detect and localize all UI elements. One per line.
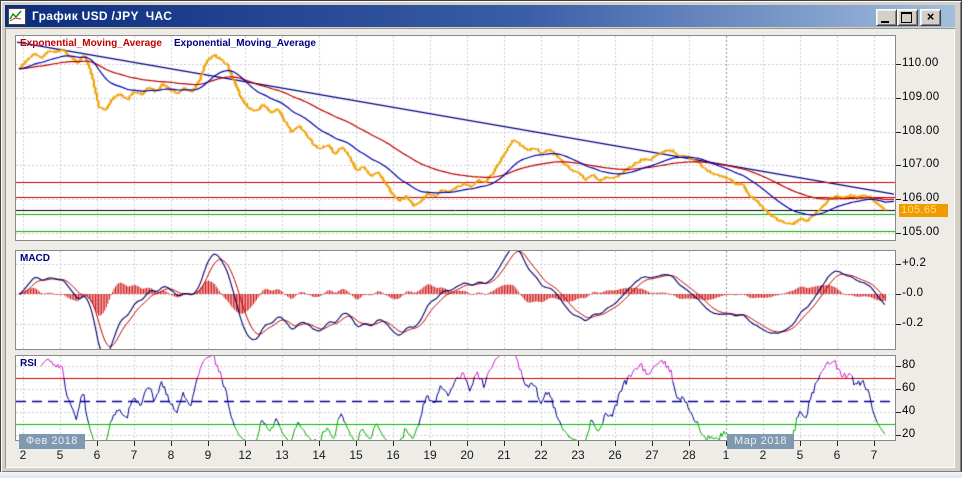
x-axis-label: 12 (238, 448, 252, 462)
x-axis-tick (97, 441, 98, 446)
x-axis-tick (615, 441, 616, 446)
price-chart-panel: Exponential_Moving_Average Exponential_M… (15, 35, 896, 241)
rsi-axis-label: 40 (902, 405, 916, 417)
x-axis-label: 21 (497, 448, 511, 462)
rsi-axis-tick (896, 366, 901, 367)
x-axis-label: 22 (534, 448, 548, 462)
close-icon: × (926, 9, 935, 24)
x-axis-tick (652, 441, 653, 446)
current-price-badge: 105.65 (899, 204, 948, 218)
x-axis-tick (467, 441, 468, 446)
price-axis-label: 106.00 (902, 192, 940, 205)
rsi-axis-tick (896, 435, 901, 436)
chart-icon (8, 7, 26, 25)
price-axis-label: 108.00 (902, 124, 940, 137)
rsi-axis-tick (896, 412, 901, 413)
x-axis-label: 9 (204, 448, 212, 462)
price-axis-label: 105.00 (902, 226, 940, 238)
x-axis-tick (393, 441, 394, 446)
window-below-strip (0, 472, 962, 478)
macd-canvas[interactable] (16, 251, 895, 349)
macd-axis-label: -0.0 (902, 287, 924, 299)
price-axis-label: 110.00 (902, 57, 939, 69)
macd-panel: MACD (15, 250, 896, 350)
close-button[interactable]: × (920, 9, 941, 26)
rsi-axis-label: 80 (902, 359, 916, 371)
x-axis-label: 7 (130, 448, 138, 462)
x-axis-tick (800, 441, 801, 446)
x-axis-tick (208, 441, 209, 446)
rsi-axis-tick (896, 389, 901, 390)
x-axis-tick (837, 441, 838, 446)
x-axis-tick (356, 441, 357, 446)
rsi-panel: RSI (15, 355, 896, 441)
ema-label-blue: Exponential_Moving_Average (174, 38, 316, 49)
rsi-axis-label: 20 (902, 428, 916, 440)
x-axis-tick (134, 441, 135, 446)
x-axis-label: 14 (312, 448, 326, 462)
x-axis-label: 20 (460, 448, 474, 462)
window-title: График USD /JPY ЧАС (32, 9, 173, 23)
x-axis-label: 6 (93, 448, 101, 462)
x-axis-label: 5 (796, 448, 804, 462)
month-label-feb: Фев 2018 (19, 434, 85, 449)
minimize-button[interactable] (876, 9, 897, 26)
x-axis-tick (541, 441, 542, 446)
macd-axis-tick (896, 294, 901, 295)
macd-axis-label: +0.2 (902, 257, 927, 269)
x-axis-label: 8 (167, 448, 175, 462)
rsi-axis-label: 60 (902, 382, 916, 394)
x-axis-label: 13 (275, 448, 289, 462)
macd-label: MACD (20, 253, 50, 264)
x-axis-label: 7 (870, 448, 878, 462)
rsi-label: RSI (20, 358, 37, 369)
macd-axis-label: -0.2 (902, 317, 924, 329)
x-axis-tick (874, 441, 875, 446)
x-axis-label: 16 (386, 448, 400, 462)
x-axis-label: 2 (759, 448, 767, 462)
price-axis-tick (896, 233, 901, 234)
minimize-icon (881, 21, 889, 23)
price-axis-label: 109.00 (902, 90, 940, 103)
price-axis-tick (896, 97, 901, 99)
x-axis-tick (726, 441, 727, 446)
x-axis-tick (578, 441, 579, 446)
x-axis-tick (171, 441, 172, 446)
maximize-button[interactable] (897, 9, 918, 26)
x-axis-label: 6 (833, 448, 841, 462)
x-axis-label: 23 (571, 448, 585, 462)
x-axis-label: 27 (645, 448, 659, 462)
x-axis-label: 28 (682, 448, 696, 462)
x-axis-tick (245, 441, 246, 446)
title-bar[interactable]: График USD /JPY ЧАС × (5, 5, 955, 27)
maximize-icon (901, 12, 912, 23)
x-axis-label: 19 (423, 448, 437, 462)
x-axis-tick (282, 441, 283, 446)
x-axis-label: 1 (722, 448, 730, 462)
month-label-mar: Мар 2018 (727, 434, 795, 449)
price-chart-canvas[interactable] (16, 36, 895, 240)
x-axis-label: 5 (56, 448, 64, 462)
x-axis-label: 2 (19, 448, 27, 462)
x-axis-tick (504, 441, 505, 446)
price-axis-label: 107.00 (902, 158, 940, 171)
x-axis-tick (430, 441, 431, 446)
x-axis-label: 26 (608, 448, 622, 462)
x-axis-tick (319, 441, 320, 446)
macd-axis-tick (896, 324, 901, 325)
price-axis-tick (896, 199, 901, 201)
macd-axis-tick (896, 264, 901, 265)
rsi-canvas[interactable] (16, 356, 895, 440)
x-axis-tick (689, 441, 690, 446)
price-axis-tick (896, 165, 901, 167)
price-axis-tick (896, 131, 901, 133)
x-axis-label: 15 (349, 448, 363, 462)
ema-label-red: Exponential_Moving_Average (20, 38, 162, 49)
price-axis-tick (896, 64, 901, 65)
